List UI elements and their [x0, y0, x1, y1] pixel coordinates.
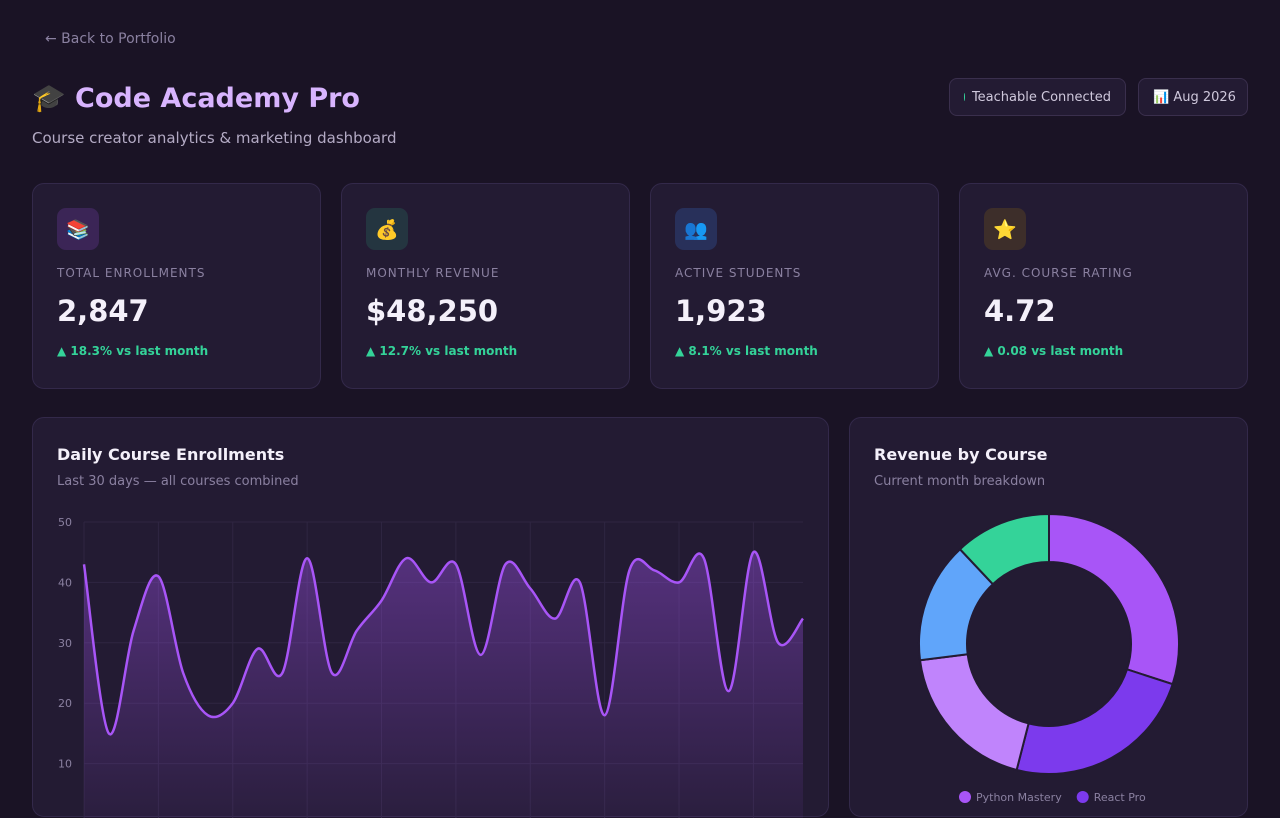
stat-label: TOTAL ENROLLMENTS: [57, 266, 206, 280]
legend-label: Python Mastery: [976, 791, 1062, 804]
stat-change: ▲ 0.08 vs last month: [984, 344, 1124, 358]
badge-text: Aug 2026: [1173, 89, 1236, 105]
y-tick-label: 40: [58, 576, 72, 589]
donut-segment: [1048, 512, 1180, 686]
line-chart: 10 20 30 40 50: [58, 516, 805, 818]
page: ← Back to Portfolio 🎓 Code Academy Pro C…: [32, 31, 1248, 818]
back-link[interactable]: ← Back to Portfolio: [45, 31, 176, 47]
stat-change: ▲ 12.7% vs last month: [366, 344, 518, 358]
y-tick-label: 50: [58, 516, 72, 529]
y-tick-label: 20: [58, 697, 72, 710]
stat-value: 1,923: [675, 294, 767, 328]
stat-icon: 👥: [675, 208, 717, 250]
stat-value: 4.72: [984, 294, 1056, 328]
stat-value: 2,847: [57, 294, 149, 328]
chart-subtitle: Current month breakdown: [874, 474, 1046, 489]
area: [84, 552, 803, 818]
chart-subtitle: Last 30 days — all courses combined: [57, 474, 299, 489]
stat-label: AVG. COURSE RATING: [984, 266, 1133, 280]
stat-icon: 📚: [57, 208, 99, 250]
status-badge[interactable]: Teachable Connected: [949, 78, 1126, 116]
line: [82, 550, 805, 736]
page-title: 🎓 Code Academy Pro: [32, 82, 360, 114]
badge-icon: 📊: [1153, 89, 1174, 105]
status-dot: [964, 93, 965, 101]
line-panel: Daily Course Enrollments Last 30 days — …: [32, 417, 829, 818]
page-subtitle: Course creator analytics & marketing das…: [32, 129, 397, 147]
chart-title: Revenue by Course: [874, 445, 1048, 464]
stat-card: 👥 ACTIVE STUDENTS 1,923 ▲ 8.1% vs last m…: [650, 183, 939, 389]
donut-segment: [958, 512, 1050, 586]
chart-title: Daily Course Enrollments: [57, 445, 285, 464]
legend-swatch: [959, 791, 971, 803]
legend-label: React Pro: [1094, 791, 1146, 804]
title-icon: 🎓: [32, 83, 76, 114]
stat-label: ACTIVE STUDENTS: [675, 266, 802, 280]
stat-card: 💰 MONTHLY REVENUE $48,250 ▲ 12.7% vs las…: [341, 183, 630, 389]
stat-card: ⭐ AVG. COURSE RATING 4.72 ▲ 0.08 vs last…: [959, 183, 1248, 389]
stat-card: 📚 TOTAL ENROLLMENTS 2,847 ▲ 18.3% vs las…: [32, 183, 321, 389]
donut-segment: [918, 653, 1030, 772]
badge-text: Teachable Connected: [971, 89, 1111, 105]
title-text: Code Academy Pro: [75, 83, 360, 114]
stat-change: ▲ 8.1% vs last month: [675, 344, 818, 358]
donut-panel: Revenue by Course Current month breakdow…: [849, 417, 1248, 817]
stat-change: ▲ 18.3% vs last month: [57, 344, 209, 358]
y-tick-label: 30: [58, 637, 72, 650]
donut-segment: [1015, 668, 1174, 775]
date-badge[interactable]: 📊 Aug 2026: [1138, 78, 1248, 116]
y-tick-label: 10: [58, 758, 72, 771]
legend-swatch: [1076, 791, 1089, 803]
donut-chart: Python Mastery React Pro: [918, 512, 1180, 804]
stat-icon: ⭐: [984, 208, 1026, 250]
stat-label: MONTHLY REVENUE: [366, 266, 500, 280]
stat-icon: 💰: [366, 208, 408, 250]
stat-value: $48,250: [366, 294, 499, 328]
